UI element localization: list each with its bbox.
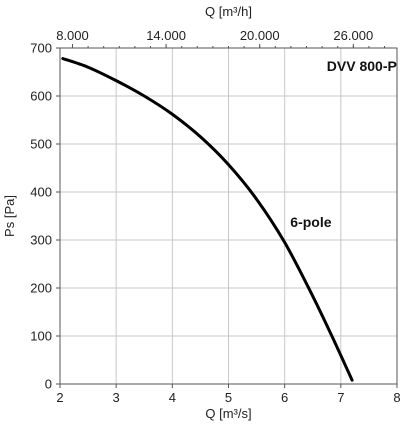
y-tick-label: 500 <box>30 137 52 152</box>
x2-tick-label: 20.000 <box>240 28 280 43</box>
series-label-6-pole: 6-pole <box>290 214 331 230</box>
y-tick-label: 700 <box>30 41 52 56</box>
x2-tick-label: 14.000 <box>146 28 186 43</box>
x2-tick-label: 26.000 <box>333 28 373 43</box>
x-tick-label: 7 <box>337 390 344 405</box>
grid <box>59 47 398 385</box>
plot-frame <box>59 47 398 385</box>
ticks: 2 3 4 5 6 7 8 0 100 200 300 400 500 600 700 8.000 14.000… <box>30 28 400 405</box>
x-tick-label: 5 <box>225 390 232 405</box>
y-tick-label: 200 <box>30 281 52 296</box>
x2-tick-label: 8.000 <box>56 28 89 43</box>
x-axis-title: Q [m³/s] <box>205 406 251 421</box>
chart-title: DVV 800-P <box>327 58 397 74</box>
series <box>61 57 354 382</box>
x-tick-label: 4 <box>169 390 176 405</box>
x-tick-label: 6 <box>281 390 288 405</box>
y-tick-label: 0 <box>45 377 52 392</box>
x-tick-label: 8 <box>393 390 400 405</box>
x2-axis-title: Q [m³/h] <box>205 4 252 19</box>
y-tick-label: 300 <box>30 233 52 248</box>
y-tick-label: 100 <box>30 329 52 344</box>
x-tick-label: 2 <box>56 390 63 405</box>
y-tick-label: 400 <box>30 185 52 200</box>
y-axis-title: Ps [Pa] <box>2 195 17 237</box>
x-tick-label: 3 <box>113 390 120 405</box>
series-line-0 <box>61 57 354 382</box>
y-tick-label: 600 <box>30 89 52 104</box>
